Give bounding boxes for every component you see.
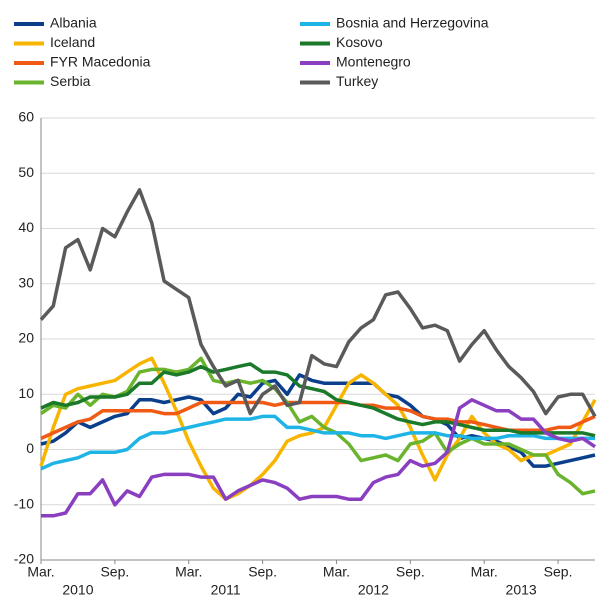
x-tick-label: Sep.	[544, 564, 573, 580]
legend-label: Kosovo	[336, 34, 383, 50]
y-tick-label: 40	[18, 219, 34, 235]
x-tick-label: Mar.	[323, 564, 350, 580]
y-tick-label: 10	[18, 385, 34, 401]
y-tick-label: 20	[18, 330, 34, 346]
x-tick-label: Sep.	[248, 564, 277, 580]
legend-label: Turkey	[336, 73, 378, 89]
x-tick-label: Mar.	[175, 564, 202, 580]
legend-label: Albania	[50, 15, 97, 31]
legend-label: Iceland	[50, 34, 95, 50]
year-label: 2010	[62, 582, 93, 598]
y-tick-label: 50	[18, 164, 34, 180]
legend-label: FYR Macedonia	[50, 54, 151, 70]
x-tick-label: Mar.	[471, 564, 498, 580]
x-tick-label: Sep.	[100, 564, 129, 580]
y-tick-label: 30	[18, 274, 34, 290]
series-line	[40, 362, 596, 438]
y-tick-label: -20	[14, 551, 34, 567]
year-label: 2013	[506, 582, 537, 598]
year-label: 2011	[211, 582, 241, 598]
y-tick-label: 0	[26, 440, 34, 456]
x-tick-label: Sep.	[396, 564, 425, 580]
series-line	[40, 356, 596, 496]
series-line	[39, 188, 597, 418]
legend-label: Bosnia and Herzegovina	[336, 15, 489, 31]
x-tick-label: Mar.	[27, 564, 54, 580]
legend-label: Montenegro	[336, 54, 411, 70]
series-line	[41, 398, 596, 518]
year-label: 2012	[358, 582, 389, 598]
series-line	[40, 414, 595, 471]
legend-label: Serbia	[50, 73, 91, 89]
y-tick-label: 60	[18, 109, 34, 125]
y-tick-label: -10	[14, 495, 34, 511]
